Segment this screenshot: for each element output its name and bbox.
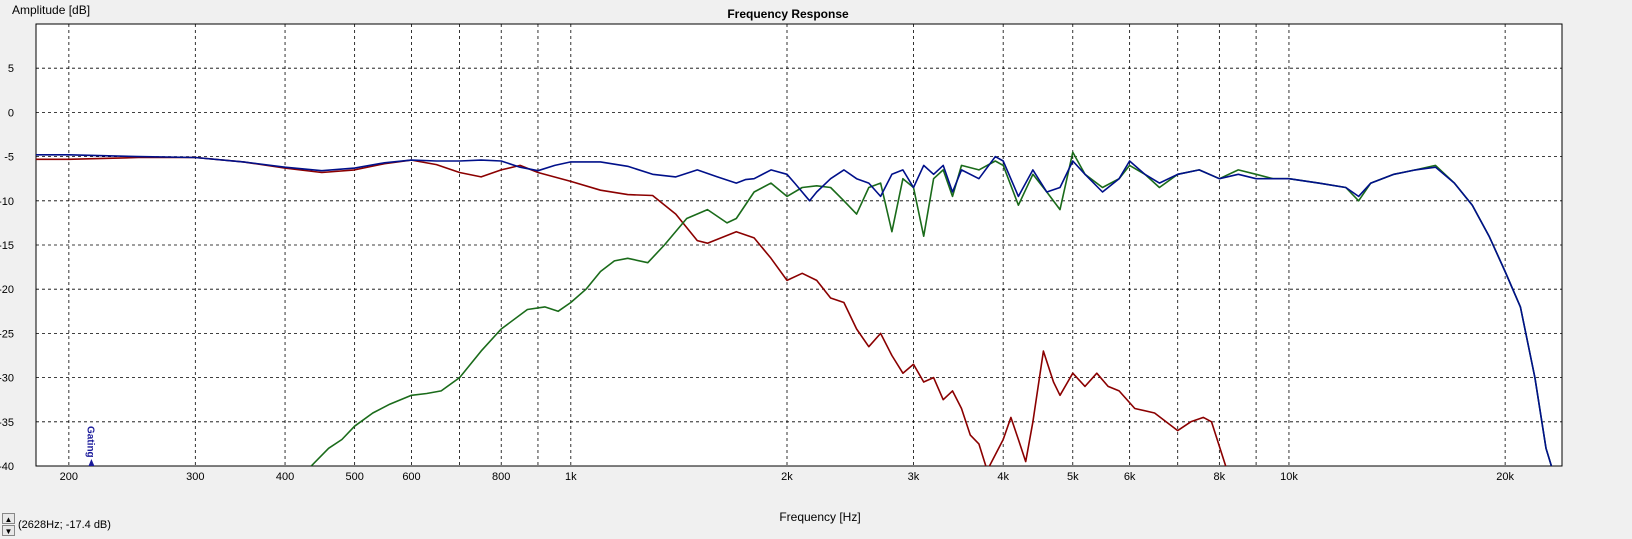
- y-axis-label: Amplitude [dB]: [12, 3, 90, 17]
- y-tick-label: -15: [0, 240, 14, 252]
- x-axis-label: Frequency [Hz]: [779, 510, 860, 524]
- y-tick-label: -5: [4, 152, 14, 164]
- triangle-down-icon: ▼: [4, 527, 13, 536]
- y-tick-label: -20: [0, 284, 14, 296]
- x-tick-label: 500: [345, 471, 363, 483]
- y-tick-label: 0: [8, 107, 14, 119]
- x-tick-label: 5k: [1067, 471, 1079, 483]
- triangle-up-icon: ▲: [4, 515, 13, 524]
- y-tick-label: -35: [0, 417, 14, 429]
- gating-triangle-icon[interactable]: [88, 459, 95, 466]
- series-line-3: [36, 154, 1553, 466]
- x-tick-label: 20k: [1496, 471, 1514, 483]
- series-group: [36, 151, 1553, 466]
- y-tick-label: -25: [0, 328, 14, 340]
- chart-title: Frequency Response: [727, 7, 849, 21]
- y-tick-label: 5: [8, 63, 14, 75]
- y-tick-label: -30: [0, 373, 14, 385]
- x-tick-label: 4k: [997, 471, 1009, 483]
- x-tick-label: 300: [186, 471, 204, 483]
- tick-labels: 200 300 400 500 600 800 1k 2k 3k 4k 5k 6k 8k 10k 20k 5 0…: [0, 63, 1514, 483]
- x-tick-label: 1k: [565, 471, 577, 483]
- x-tick-label: 200: [60, 471, 78, 483]
- cursor-readout: (2628Hz; -17.4 dB): [18, 519, 111, 531]
- scroll-up-button[interactable]: ▲: [2, 513, 15, 524]
- grid: [35, 23, 1563, 467]
- x-tick-label: 3k: [908, 471, 920, 483]
- y-tick-label: -10: [0, 196, 14, 208]
- gating-marker: Gating: [84, 426, 95, 466]
- y-tick-label: -40: [0, 461, 14, 473]
- x-tick-label: 800: [492, 471, 510, 483]
- gating-label: Gating: [84, 426, 95, 458]
- series-line-1: [36, 156, 1227, 466]
- x-tick-label: 10k: [1280, 471, 1298, 483]
- scroll-down-button[interactable]: ▼: [2, 525, 15, 536]
- x-tick-label: 8k: [1214, 471, 1226, 483]
- x-tick-label: 600: [402, 471, 420, 483]
- x-tick-label: 6k: [1124, 471, 1136, 483]
- x-tick-label: 2k: [781, 471, 793, 483]
- x-tick-label: 400: [276, 471, 294, 483]
